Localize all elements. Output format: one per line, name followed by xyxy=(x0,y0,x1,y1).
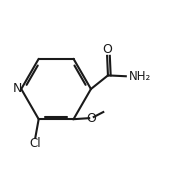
Text: O: O xyxy=(86,112,96,125)
Text: Cl: Cl xyxy=(29,137,41,150)
Text: N: N xyxy=(13,82,22,96)
Text: NH₂: NH₂ xyxy=(129,70,151,83)
Text: O: O xyxy=(102,43,112,56)
